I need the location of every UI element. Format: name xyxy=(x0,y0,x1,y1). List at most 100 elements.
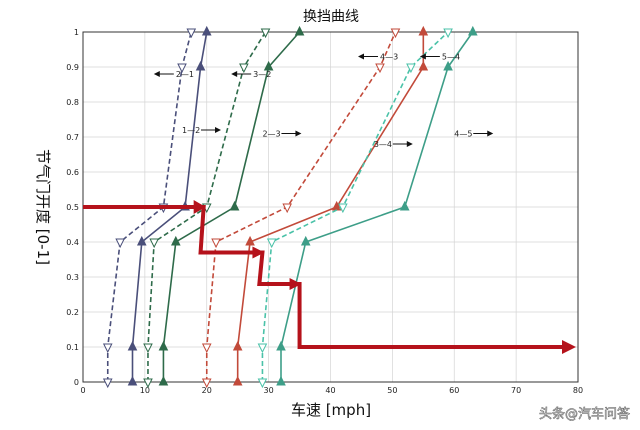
data-point xyxy=(201,378,212,389)
data-point xyxy=(158,375,169,386)
data-point xyxy=(443,28,453,39)
series-4-3 xyxy=(201,28,401,389)
series-line xyxy=(131,31,208,382)
x-tick-label: 70 xyxy=(511,386,521,395)
y-tick-label: 0.2 xyxy=(66,308,79,317)
annotation-1—2: 1—2 xyxy=(182,126,221,135)
annotation-arrow-head xyxy=(419,53,426,60)
annotation-2—1: 2—1 xyxy=(153,70,194,79)
y-axis-ticks: 0 0.1 0.2 0.3 0.4 0.5 0.6 0.7 0.8 0.9 1 xyxy=(66,28,79,387)
data-point xyxy=(418,25,429,36)
data-point xyxy=(136,235,147,246)
red-arrow-path xyxy=(83,200,576,354)
series-line xyxy=(280,31,474,382)
data-point xyxy=(201,343,212,354)
annotation-label: 2—1 xyxy=(176,70,194,79)
data-point xyxy=(115,238,125,249)
x-tick-label: 10 xyxy=(140,386,150,395)
red-path-arrowhead xyxy=(193,200,206,214)
annotation-label: 4—5 xyxy=(454,130,472,139)
annotation-label: 2—3 xyxy=(262,130,280,139)
data-point xyxy=(257,343,268,354)
annotation-arrow-head xyxy=(295,130,302,137)
data-point xyxy=(127,375,138,386)
y-tick-label: 0 xyxy=(74,378,79,387)
annotation-4—5: 4—5 xyxy=(454,130,494,139)
annotation-arrow-head xyxy=(406,141,413,147)
series-line xyxy=(261,31,449,382)
data-point xyxy=(300,235,311,246)
annotation-3—2: 3—2 xyxy=(231,70,271,79)
data-point xyxy=(211,238,221,249)
y-axis-label: 节气门开度 [0-1] xyxy=(34,149,52,265)
annotation-3—4: 3—4 xyxy=(374,140,413,149)
series-line xyxy=(147,31,267,382)
y-tick-label: 0.3 xyxy=(66,273,79,282)
y-tick-label: 0.7 xyxy=(66,133,79,142)
x-tick-label: 40 xyxy=(325,386,335,395)
x-tick-label: 50 xyxy=(387,386,397,395)
series-line xyxy=(205,31,397,382)
series-line xyxy=(106,31,193,382)
data-point xyxy=(239,63,249,74)
data-point xyxy=(276,375,286,386)
annotation-label: 5—4 xyxy=(442,53,460,62)
annotation-label: 1—2 xyxy=(182,126,200,135)
red-path-line xyxy=(83,205,566,349)
y-tick-label: 0.1 xyxy=(66,343,79,352)
data-point xyxy=(195,60,206,71)
x-axis-ticks: 0 10 20 30 40 50 60 70 80 xyxy=(80,386,583,395)
data-point xyxy=(232,340,243,351)
series-4-5 xyxy=(276,25,478,386)
data-point xyxy=(468,25,478,36)
annotation-label: 3—4 xyxy=(374,140,392,149)
shift-annotations: 2—1 1—2 3—2 2—3 3—4 4—3 5—4 4—5 xyxy=(153,53,494,149)
data-point xyxy=(171,235,181,246)
x-tick-label: 30 xyxy=(264,386,274,395)
data-point xyxy=(201,25,212,36)
series-3-2 xyxy=(143,28,271,389)
annotation-arrow-head xyxy=(358,53,364,60)
x-tick-label: 80 xyxy=(573,386,583,395)
shift-series xyxy=(102,25,478,389)
data-point xyxy=(443,60,453,71)
annotation-arrow-head xyxy=(215,127,221,133)
annotation-2—3: 2—3 xyxy=(262,130,302,139)
data-point xyxy=(143,343,153,354)
annotation-label: 4—3 xyxy=(380,53,398,62)
annotation-arrow-head xyxy=(153,71,160,77)
data-point xyxy=(375,63,385,74)
data-point xyxy=(260,28,271,39)
x-tick-label: 20 xyxy=(202,386,212,395)
x-axis-label: 车速 [mph] xyxy=(291,401,371,419)
data-point xyxy=(294,25,305,36)
data-point xyxy=(158,340,169,351)
data-point xyxy=(229,200,240,211)
data-point xyxy=(390,28,401,39)
annotation-label: 3—2 xyxy=(253,70,271,79)
annotation-arrow-head xyxy=(487,130,494,137)
data-point xyxy=(102,343,113,354)
red-path-arrowhead xyxy=(562,340,576,354)
data-point xyxy=(282,203,292,214)
data-point xyxy=(127,340,138,351)
y-tick-label: 0.9 xyxy=(66,63,79,72)
data-point xyxy=(232,375,243,386)
series-3-4 xyxy=(232,25,429,386)
data-point xyxy=(143,378,153,389)
x-tick-label: 60 xyxy=(449,386,459,395)
y-tick-label: 0.6 xyxy=(66,168,79,177)
annotation-5—4: 5—4 xyxy=(419,53,460,62)
red-path-arrowhead xyxy=(252,246,265,259)
data-point xyxy=(257,378,268,389)
y-tick-label: 0.8 xyxy=(66,98,79,107)
y-tick-label: 1 xyxy=(74,28,79,37)
data-point xyxy=(186,28,197,39)
data-point xyxy=(406,63,416,74)
data-point xyxy=(149,238,159,249)
annotation-arrow-head xyxy=(231,71,238,77)
data-point xyxy=(102,378,113,389)
data-point xyxy=(266,238,277,249)
annotation-4—3: 4—3 xyxy=(358,53,398,62)
series-5-4 xyxy=(257,28,453,389)
